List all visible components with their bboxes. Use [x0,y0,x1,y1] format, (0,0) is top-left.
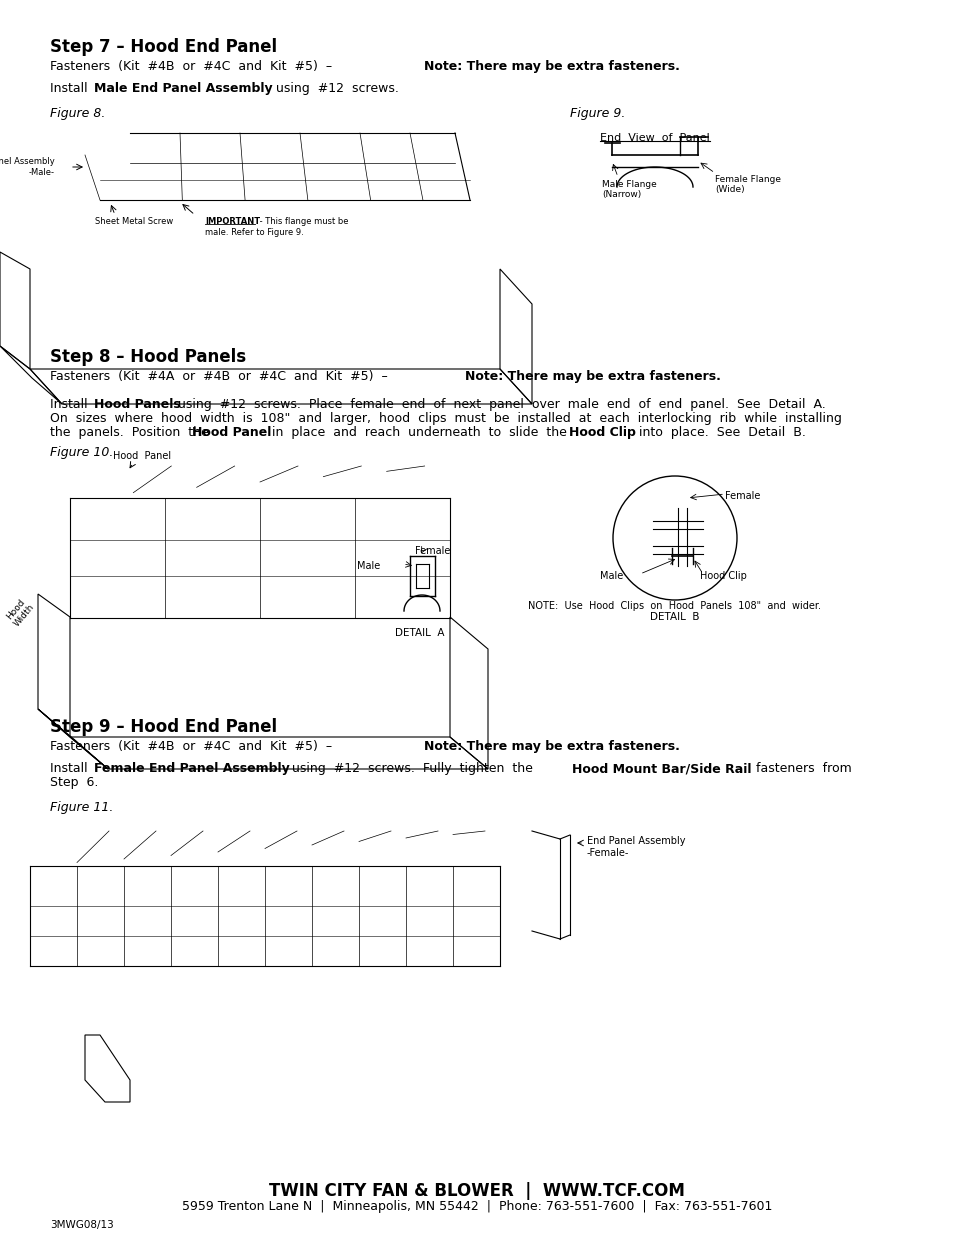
Text: Hood Panels: Hood Panels [94,398,180,411]
Text: Hood
Width: Hood Width [4,597,36,629]
Text: End  View  of  Panel: End View of Panel [599,133,709,143]
Text: using  #12  screws.  Place  female  end  of  next  panel  over  male  end  of  e: using #12 screws. Place female end of ne… [170,398,825,411]
Text: Female Flange
(Wide): Female Flange (Wide) [714,175,781,194]
Text: Step  6.: Step 6. [50,776,98,789]
Text: Install: Install [50,82,95,95]
Text: Install: Install [50,398,95,411]
Text: Female: Female [724,492,760,501]
Text: Figure 10.: Figure 10. [50,446,113,459]
Text: Female End Panel Assembly: Female End Panel Assembly [94,762,290,776]
Text: Male End Panel Assembly: Male End Panel Assembly [94,82,273,95]
Text: Note: There may be extra fasteners.: Note: There may be extra fasteners. [423,61,679,73]
Text: Male Flange
(Narrow): Male Flange (Narrow) [601,180,656,199]
Text: Hood  Panel: Hood Panel [112,451,171,461]
Text: TWIN CITY FAN & BLOWER  |  WWW.TCF.COM: TWIN CITY FAN & BLOWER | WWW.TCF.COM [269,1182,684,1200]
Text: End Panel Assembly
-Female-: End Panel Assembly -Female- [586,836,685,857]
Text: Sheet Metal Screw: Sheet Metal Screw [95,217,173,226]
Text: Male: Male [356,561,379,571]
Text: Step 8 – Hood Panels: Step 8 – Hood Panels [50,348,246,366]
Text: IMPORTANT: IMPORTANT [205,217,260,226]
Text: On  sizes  where  hood  width  is  108"  and  larger,  hood  clips  must  be  in: On sizes where hood width is 108" and la… [50,412,841,425]
Text: Note: There may be extra fasteners.: Note: There may be extra fasteners. [464,370,720,383]
Text: NOTE:  Use  Hood  Clips  on  Hood  Panels  108"  and  wider.: NOTE: Use Hood Clips on Hood Panels 108"… [528,601,821,611]
Text: male. Refer to Figure 9.: male. Refer to Figure 9. [205,228,303,237]
Text: Figure 11.: Figure 11. [50,802,113,814]
Text: Hood Clip: Hood Clip [700,571,746,580]
Text: fasteners  from: fasteners from [747,762,851,776]
Text: Step 9 – Hood End Panel: Step 9 – Hood End Panel [50,718,276,736]
Text: Figure 8.: Figure 8. [50,107,105,120]
Text: 3MWG08/13: 3MWG08/13 [50,1220,113,1230]
Text: DETAIL  A: DETAIL A [395,629,444,638]
Text: Fasteners  (Kit  #4A  or  #4B  or  #4C  and  Kit  #5)  –: Fasteners (Kit #4A or #4B or #4C and Kit… [50,370,395,383]
Text: Hood Mount Bar/Side Rail: Hood Mount Bar/Side Rail [572,762,751,776]
Text: Install: Install [50,762,95,776]
Text: Step 7 – Hood End Panel: Step 7 – Hood End Panel [50,38,276,56]
Text: the  panels.  Position  the: the panels. Position the [50,426,216,438]
Text: - This flange must be: - This flange must be [256,217,348,226]
Text: Figure 9.: Figure 9. [569,107,625,120]
Text: Hood Clip: Hood Clip [568,426,636,438]
Text: DETAIL  B: DETAIL B [650,613,699,622]
Text: in  place  and  reach  underneath  to  slide  the: in place and reach underneath to slide t… [264,426,575,438]
Text: End Panel Assembly
-Male-: End Panel Assembly -Male- [0,157,55,177]
Text: using  #12  screws.: using #12 screws. [268,82,398,95]
Text: 5959 Trenton Lane N  |  Minneapolis, MN 55442  |  Phone: 763-551-7600  |  Fax: 7: 5959 Trenton Lane N | Minneapolis, MN 55… [182,1200,771,1213]
Text: Note: There may be extra fasteners.: Note: There may be extra fasteners. [423,740,679,753]
Text: into  place.  See  Detail  B.: into place. See Detail B. [630,426,805,438]
Text: Fasteners  (Kit  #4B  or  #4C  and  Kit  #5)  –: Fasteners (Kit #4B or #4C and Kit #5) – [50,740,340,753]
Text: Female: Female [415,546,450,556]
Text: using  #12  screws.  Fully  tighten  the: using #12 screws. Fully tighten the [284,762,540,776]
Text: Hood Panel: Hood Panel [192,426,271,438]
Text: Male: Male [599,571,622,580]
Text: Fasteners  (Kit  #4B  or  #4C  and  Kit  #5)  –: Fasteners (Kit #4B or #4C and Kit #5) – [50,61,340,73]
